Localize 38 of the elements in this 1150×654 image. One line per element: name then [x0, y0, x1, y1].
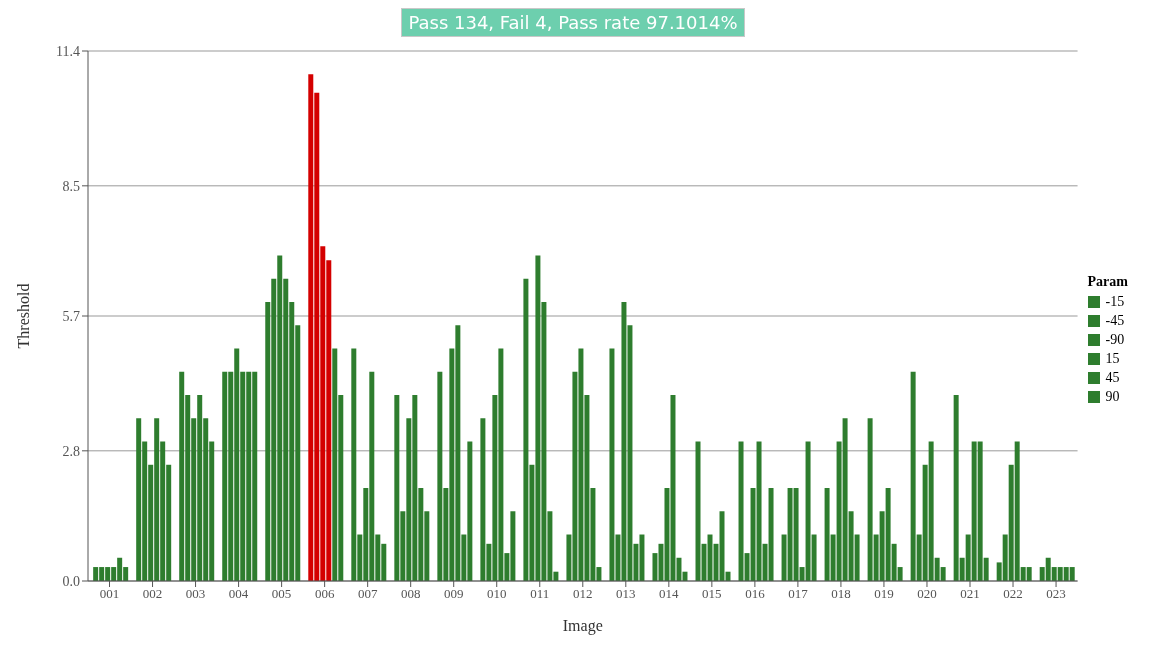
legend-label: 15	[1105, 351, 1120, 367]
x-tick-label: 013	[616, 586, 636, 602]
x-tick-label: 010	[486, 586, 507, 602]
x-tick-label: 019	[874, 586, 894, 602]
x-tick-label: 004	[228, 586, 249, 602]
x-tick-label: 016	[745, 586, 766, 602]
y-tick-label: 11.4	[56, 43, 80, 59]
x-tick-label: 021	[960, 586, 980, 602]
x-tick-label: 014	[659, 586, 680, 602]
y-tick-label: 5.7	[62, 308, 80, 324]
x-tick-label: 018	[831, 586, 851, 602]
legend-label: 90	[1105, 389, 1120, 405]
x-tick-label: 007	[357, 586, 378, 602]
legend-label: -15	[1105, 294, 1125, 310]
x-tick-label: 001	[99, 586, 120, 602]
chart-title: Pass 134, Fail 4, Pass rate 97.1014%	[401, 8, 745, 37]
x-tick-label: 017	[788, 586, 809, 602]
x-tick-label: 005	[271, 586, 292, 602]
x-tick-label: 023	[1046, 586, 1066, 602]
legend-label: 45	[1105, 370, 1120, 386]
y-tick-label: 2.8	[62, 443, 80, 459]
x-axis-title: Image	[562, 617, 603, 635]
legend-label: -45	[1105, 313, 1125, 329]
x-tick-label: 006	[314, 586, 335, 602]
legend-label: -90	[1105, 332, 1125, 348]
x-tick-label: 022	[1003, 586, 1023, 602]
x-tick-label: 009	[443, 586, 464, 602]
y-tick-label: 8.5	[62, 178, 80, 194]
x-tick-label: 008	[400, 586, 421, 602]
y-tick-label: 0.0	[62, 573, 80, 589]
x-tick-label: 012	[573, 586, 593, 602]
legend-title: Param	[1087, 274, 1128, 290]
x-tick-label: 015	[702, 586, 722, 602]
x-tick-label: 020	[917, 586, 937, 602]
x-tick-label: 003	[185, 586, 206, 602]
x-tick-label: 002	[142, 586, 163, 602]
x-tick-label: 011	[530, 586, 550, 602]
y-axis-title: Threshold	[14, 283, 32, 349]
